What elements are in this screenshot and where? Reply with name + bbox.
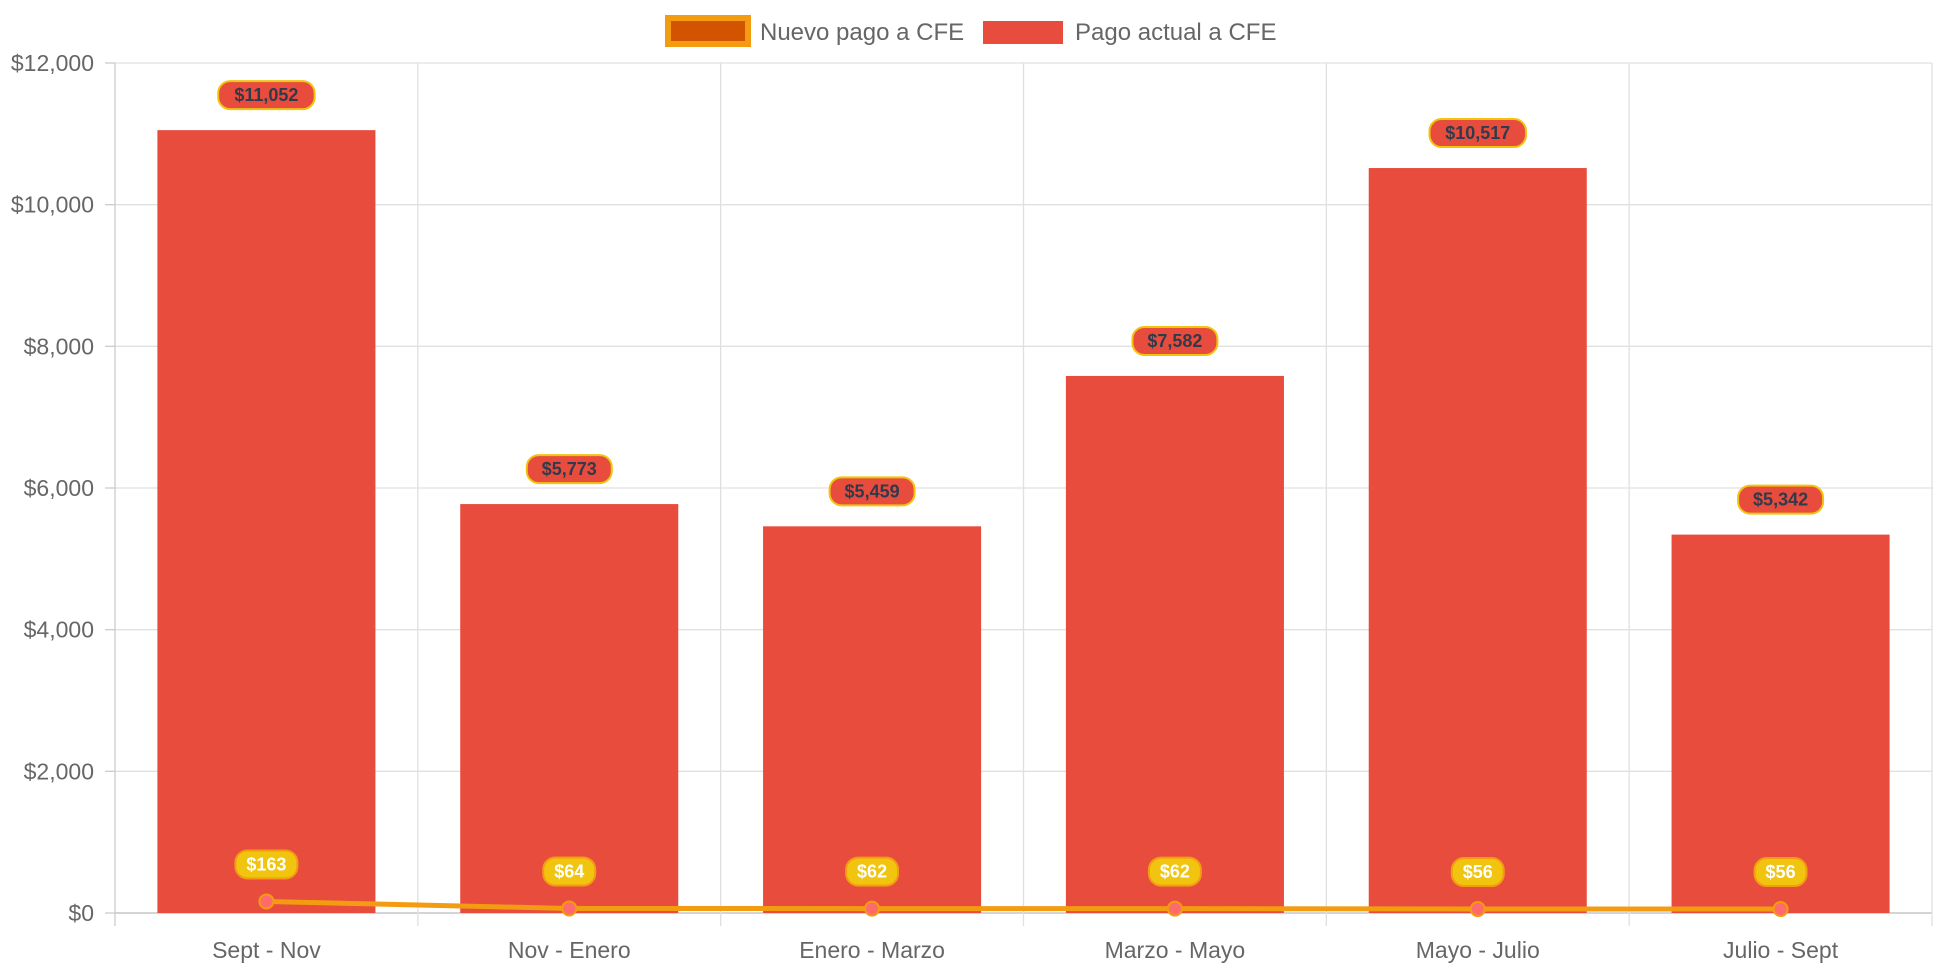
axes: $0 $2,000 $4,000 $6,000 $8,000 $10,000 $12,000… (11, 50, 1839, 963)
x-tick-label: Mayo - Julio (1416, 937, 1540, 963)
legend-item-nuevo-pago[interactable]: Nuevo pago a CFE (665, 15, 964, 47)
y-tick-label: $4,000 (24, 617, 94, 643)
line-point[interactable] (1469, 901, 1486, 918)
bar[interactable] (1065, 375, 1284, 914)
bar-value-label: $10,517 (1428, 118, 1527, 149)
line-value-label: $56 (1450, 857, 1505, 888)
y-tick-label: $10,000 (11, 192, 94, 218)
bar-value-label-bg (828, 476, 916, 507)
x-tick-label: Marzo - Mayo (1105, 937, 1246, 963)
bar-value-label-bg (1131, 325, 1219, 356)
x-tick-label: Sept - Nov (212, 937, 321, 963)
grid-lines (114, 62, 1933, 926)
bar-value-label: $5,459 (828, 476, 916, 507)
y-tick-label: $2,000 (24, 758, 94, 784)
bar-value-label: $5,342 (1737, 484, 1825, 515)
bar-value-label-bg (1737, 484, 1825, 515)
legend-label-nuevo-pago: Nuevo pago a CFE (760, 19, 964, 46)
bar-value-label: $11,052 (217, 80, 316, 111)
line-point[interactable] (258, 893, 275, 910)
line-value-label-text: $62 (1160, 862, 1190, 882)
bar-value-label-text: $5,459 (845, 481, 900, 501)
x-tick-label: Enero - Marzo (799, 937, 945, 963)
bar-value-label-text: $5,342 (1753, 490, 1808, 510)
legend-swatch-nuevo-pago (665, 15, 751, 47)
bar-value-label-bg (1428, 118, 1527, 149)
bar-series (157, 130, 1890, 914)
line-value-label-bg (1753, 857, 1808, 888)
line-value-label-text: $64 (554, 861, 584, 881)
bar-value-label-text: $10,517 (1445, 123, 1510, 143)
line-value-label-bg (234, 849, 299, 880)
line-value-label: $62 (1147, 856, 1202, 887)
bar-value-label: $5,773 (525, 454, 613, 485)
x-tick-label: Nov - Enero (508, 937, 631, 963)
bar-value-label-text: $5,773 (542, 459, 597, 479)
line-point[interactable] (1772, 901, 1789, 918)
bar-value-label-text: $7,582 (1147, 331, 1202, 351)
line-value-label: $56 (1753, 857, 1808, 888)
bar[interactable] (157, 130, 376, 913)
series-line (266, 898, 1781, 912)
bar-value-label-bg (217, 80, 316, 111)
line-value-label: $163 (234, 849, 299, 880)
y-tick-label: $12,000 (11, 50, 94, 76)
legend-swatch-pago-actual (983, 21, 1063, 44)
line-value-label-text: $62 (857, 862, 887, 882)
line-point[interactable] (1166, 900, 1183, 917)
bar[interactable] (460, 504, 679, 913)
line-value-label-text: $163 (246, 854, 286, 874)
data-labels: $11,052 $5,773 $5,459 $7,582 $10,517 $5,342 $1… (217, 80, 1825, 888)
line-value-label: $64 (542, 856, 597, 887)
line-value-label: $62 (845, 856, 900, 887)
bar-value-label-bg (525, 454, 613, 485)
y-tick-label: $6,000 (24, 475, 94, 501)
y-tick-label: $0 (68, 900, 94, 926)
line-point[interactable] (561, 900, 578, 917)
line-value-label-bg (1450, 857, 1505, 888)
line-point[interactable] (864, 900, 881, 917)
bar-value-label-text: $11,052 (234, 85, 298, 105)
line-value-label-bg (542, 856, 597, 887)
x-tick-label: Julio - Sept (1723, 937, 1839, 963)
line-value-label-text: $56 (1463, 862, 1493, 882)
legend-label-pago-actual: Pago actual a CFE (1075, 19, 1276, 46)
bar[interactable] (763, 526, 982, 913)
line-value-label-bg (845, 856, 900, 887)
legend: Nuevo pago a CFE Pago actual a CFE (665, 15, 1276, 47)
bar[interactable] (1368, 168, 1587, 913)
bar-value-label: $7,582 (1131, 325, 1219, 356)
y-tick-label: $8,000 (24, 333, 94, 359)
bar[interactable] (1671, 534, 1890, 913)
line-value-label-text: $56 (1766, 862, 1796, 882)
legend-item-pago-actual[interactable]: Pago actual a CFE (983, 19, 1276, 46)
line-series (258, 893, 1789, 918)
line-value-label-bg (1147, 856, 1202, 887)
